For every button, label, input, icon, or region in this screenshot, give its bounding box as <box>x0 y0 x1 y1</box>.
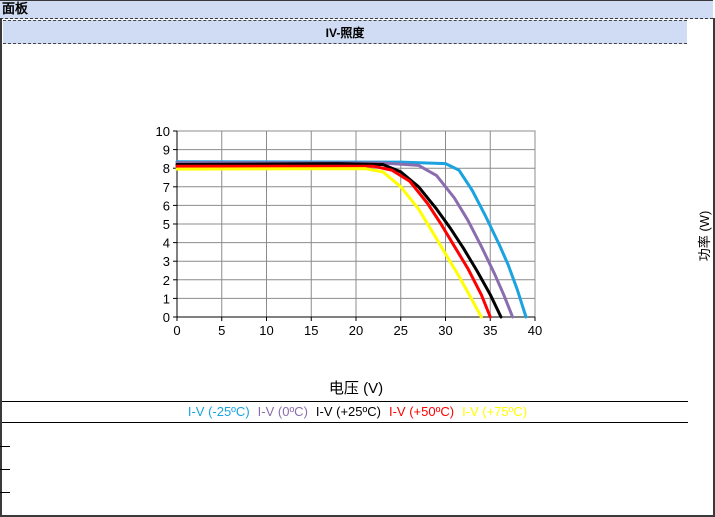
row-divider <box>0 492 10 493</box>
y-tick-label: 6 <box>163 198 170 213</box>
divider-line-bottom <box>2 422 688 423</box>
x-tick-label: 15 <box>304 323 318 338</box>
y-tick-label: 3 <box>163 254 170 269</box>
series-line <box>175 162 503 319</box>
series-line <box>175 161 515 319</box>
legend-item: I-V (+75ºC) <box>462 404 528 419</box>
x-tick-label: 5 <box>218 323 225 338</box>
row-divider <box>0 446 10 447</box>
row-divider <box>0 469 10 470</box>
y-tick-label: 8 <box>163 161 170 176</box>
y-tick-label: 9 <box>163 143 170 158</box>
series-line <box>175 167 483 319</box>
legend-item: I-V (+50ºC) <box>388 404 455 419</box>
x-axis-label: 电压 (V) <box>329 380 383 397</box>
y-tick-label: 7 <box>163 180 170 195</box>
x-tick-label: 30 <box>438 323 452 338</box>
y-tick-label: 4 <box>163 236 170 251</box>
y-tick-label: 10 <box>156 124 170 139</box>
series-line <box>175 160 528 319</box>
legend-item: I-V (+25ºC) <box>315 404 381 419</box>
panel-title: 面板 <box>2 1 29 16</box>
x-tick-label: 10 <box>259 323 273 338</box>
chart-title: IV-照度 <box>325 26 365 40</box>
y-tick-label: 1 <box>163 291 170 306</box>
y-tick-label: 0 <box>163 310 170 325</box>
x-tick-label: 25 <box>394 323 408 338</box>
divider-line-top <box>2 401 688 402</box>
legend-item: I-V (0ºC) <box>257 404 308 419</box>
panel-title-bar: 面板 <box>0 0 713 19</box>
y-axis-label: 功率 (W) <box>697 211 712 262</box>
chart-title-bar: IV-照度 <box>3 20 687 44</box>
x-tick-label: 20 <box>349 323 363 338</box>
x-tick-label: 35 <box>483 323 497 338</box>
panel-frame <box>0 18 715 517</box>
series-line <box>175 164 492 319</box>
x-tick-label: 40 <box>528 323 542 338</box>
y-tick-label: 5 <box>163 217 170 232</box>
x-tick-label: 0 <box>173 323 180 338</box>
chart-legend: I-V (-25ºC) I-V (0ºC) I-V (+25ºC) I-V (+50º… <box>0 404 715 419</box>
y-tick-label: 2 <box>163 273 170 288</box>
legend-item: I-V (-25ºC) <box>187 404 250 419</box>
